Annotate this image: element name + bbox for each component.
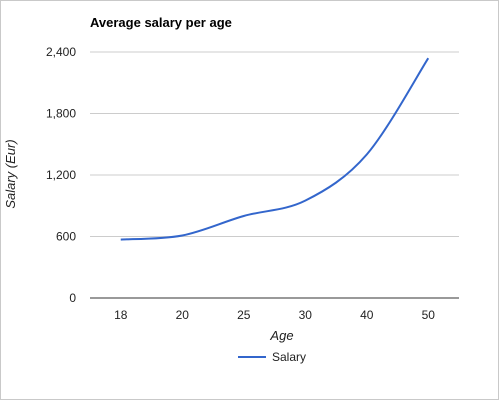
chart-title: Average salary per age — [90, 15, 232, 30]
x-tick-label: 40 — [360, 308, 374, 322]
x-tick-label: 30 — [299, 308, 313, 322]
y-tick-label: 0 — [69, 291, 76, 305]
y-tick-label: 1,200 — [46, 168, 76, 182]
legend-label-salary: Salary — [272, 350, 306, 364]
y-axis-ticks: 0 600 1,200 1,800 2,400 — [46, 45, 76, 305]
legend: Salary — [238, 350, 306, 364]
x-tick-label: 20 — [176, 308, 190, 322]
series-lines — [120, 57, 430, 241]
series-line-salary — [120, 57, 430, 241]
x-tick-label: 25 — [237, 308, 251, 322]
y-axis-title: Salary (Eur) — [3, 139, 18, 208]
x-tick-label: 50 — [422, 308, 436, 322]
grid-lines — [90, 51, 459, 299]
y-tick-label: 1,800 — [46, 107, 76, 121]
x-axis-title: Age — [269, 328, 293, 343]
y-tick-label: 2,400 — [46, 45, 76, 59]
x-axis-ticks: 18 20 25 30 40 50 — [114, 308, 435, 322]
x-tick-label: 18 — [114, 308, 128, 322]
y-tick-label: 600 — [56, 230, 76, 244]
